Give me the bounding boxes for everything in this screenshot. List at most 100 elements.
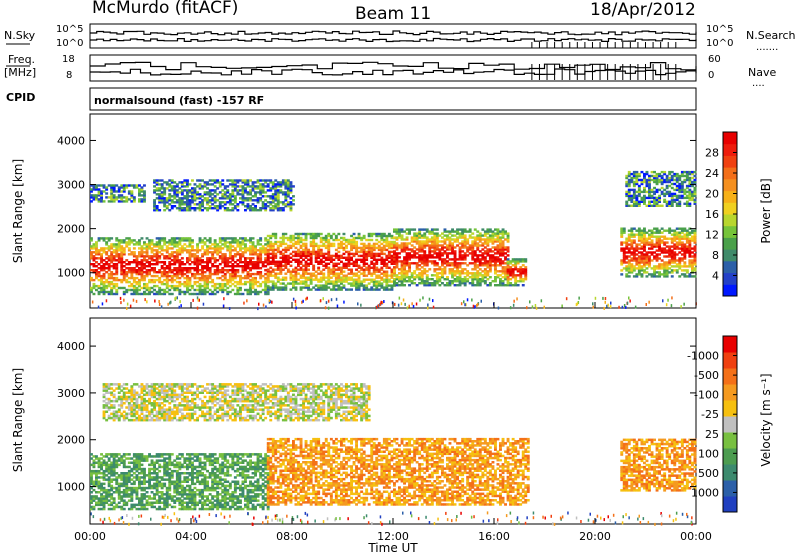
power-cell: [481, 252, 485, 255]
power-cell: [138, 200, 141, 203]
power-cell: [122, 184, 126, 187]
power-cell: [120, 196, 124, 199]
power-cell: [387, 246, 391, 250]
power-cell: [279, 244, 283, 248]
power-cell: [155, 257, 159, 260]
power-cell: [299, 280, 303, 283]
power-cell: [466, 242, 470, 245]
power-cell: [178, 272, 182, 276]
power-cell: [97, 198, 101, 201]
power-cell: [175, 249, 179, 252]
power-cell: [393, 262, 396, 265]
power-cell: [688, 198, 692, 202]
power-cell: [360, 236, 364, 240]
power-scatter-cell: [301, 300, 303, 304]
power-cell: [130, 253, 134, 256]
power-cell: [269, 236, 273, 240]
power-cell: [100, 257, 103, 260]
power-cell: [635, 233, 639, 236]
power-cell: [206, 249, 209, 252]
power-scatter-cell: [645, 303, 647, 306]
power-cell: [670, 241, 674, 244]
power-cell: [673, 235, 677, 238]
power-cell: [645, 243, 649, 246]
power-cell: [398, 256, 401, 259]
power-cell: [622, 251, 626, 254]
power-cell: [683, 174, 687, 178]
power-cell: [259, 183, 263, 186]
power-cell: [342, 266, 346, 269]
power-cell: [367, 264, 371, 267]
power-cell: [191, 274, 194, 278]
power-cell: [478, 272, 482, 275]
power-cell: [332, 232, 336, 236]
power-cell: [284, 284, 288, 287]
power-scatter-cell: [427, 306, 429, 310]
power-cell: [183, 282, 187, 286]
power-cell: [653, 231, 656, 234]
power-cell: [153, 274, 156, 278]
power-cell: [223, 276, 227, 280]
power-cell: [362, 244, 366, 248]
velocity-cell: [90, 507, 93, 511]
power-cell: [357, 232, 361, 236]
power-cell: [261, 245, 265, 248]
power-cell: [385, 242, 389, 246]
power-cell: [395, 242, 399, 245]
power-cell: [284, 250, 288, 254]
power-cell: [400, 244, 404, 247]
power-cell: [372, 232, 376, 236]
power-cell: [380, 258, 384, 261]
power-cell: [433, 228, 437, 231]
power-cell: [340, 256, 343, 259]
power-cell: [196, 193, 199, 196]
power-cell: [410, 276, 414, 279]
power-cell: [683, 243, 687, 246]
power-cell: [516, 274, 520, 277]
power-cell: [259, 249, 263, 252]
power-cell: [110, 259, 114, 262]
power-cell: [428, 282, 432, 285]
power-cell: [327, 262, 331, 265]
power-cell: [165, 280, 169, 284]
power-cell: [418, 228, 422, 231]
power-cell: [302, 268, 305, 271]
power-cell: [643, 247, 646, 250]
power-colorbar-swatch: [723, 178, 737, 192]
power-cell: [405, 262, 409, 265]
power-cell: [239, 255, 242, 258]
power-cell: [680, 180, 684, 184]
power-cell: [211, 251, 215, 254]
power-cell: [322, 264, 326, 267]
power-cell: [276, 288, 280, 291]
power-cell: [223, 274, 227, 278]
power-cell: [125, 245, 129, 248]
power-cell: [289, 236, 293, 240]
power-cell: [395, 266, 399, 269]
power-cell: [650, 251, 654, 254]
power-cell: [345, 250, 348, 254]
power-cell: [433, 284, 437, 287]
power-cell: [102, 186, 106, 189]
power-cell: [206, 263, 209, 266]
power-cell: [100, 192, 103, 195]
power-cell: [516, 258, 520, 261]
power-cell: [650, 194, 654, 198]
power-cell: [620, 247, 624, 250]
power-cell: [395, 236, 399, 239]
power-cell: [461, 258, 465, 261]
power-cell: [158, 209, 162, 212]
power-cell: [622, 255, 626, 258]
power-cell: [302, 232, 305, 236]
power-cell: [145, 274, 149, 278]
power-cell: [680, 253, 684, 256]
power-cell: [102, 239, 106, 242]
power-cell: [663, 192, 667, 196]
power-cell: [228, 269, 232, 272]
power-cell: [266, 288, 270, 291]
power-cell: [102, 272, 106, 276]
power-cell: [135, 261, 139, 264]
power-cell: [675, 172, 679, 176]
power-cell: [138, 261, 141, 264]
power-cell: [483, 260, 487, 263]
